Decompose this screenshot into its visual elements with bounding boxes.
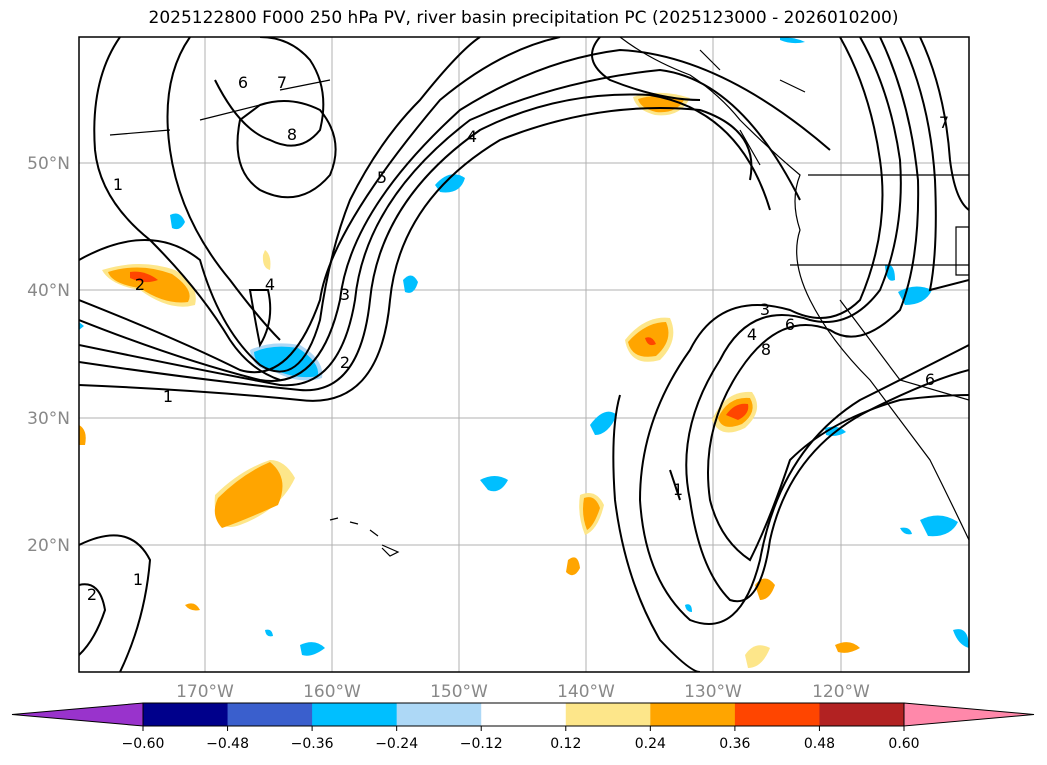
contour-label: 1 — [133, 570, 143, 589]
colorbar-tick-label: −0.12 — [460, 736, 503, 752]
contour-label: 2 — [87, 585, 97, 604]
contour-label: 2 — [135, 275, 145, 294]
contour-label: 5 — [377, 168, 387, 187]
contour-label: 6 — [925, 370, 935, 389]
colorbar-segment — [734, 703, 820, 726]
contour-label: 8 — [287, 125, 297, 144]
lon-label: 140°W — [557, 682, 615, 702]
contour-label: 1 — [113, 175, 123, 194]
coastlines — [109, 37, 969, 557]
colorbar-segment — [396, 703, 482, 726]
colorbar-segment — [143, 703, 229, 726]
lat-label: 30°N — [27, 409, 70, 429]
colorbar-ticks: −0.60 −0.48 −0.36 −0.24 −0.12 0.12 0.24 0.36 0.4… — [122, 726, 920, 752]
contour-label: 6 — [238, 73, 248, 92]
contour-label: 7 — [939, 113, 949, 132]
colorbar-segment — [565, 703, 651, 726]
lat-label: 40°N — [27, 281, 70, 301]
pv-contours — [79, 37, 969, 672]
contour-label: 6 — [785, 315, 795, 334]
contour-label: 8 — [761, 340, 771, 359]
colorbar-segment — [312, 703, 398, 726]
lon-label: 150°W — [430, 682, 488, 702]
contour-label: 3 — [760, 300, 770, 319]
graticule — [79, 37, 969, 672]
colorbar-tick-label: 0.24 — [635, 736, 666, 752]
map-background — [79, 37, 969, 672]
lat-label: 50°N — [27, 154, 70, 174]
colorbar-frame — [142, 702, 905, 727]
colorbar-tick-label: −0.36 — [291, 736, 334, 752]
colorbar-segment — [227, 703, 313, 726]
map-title: 2025122800 F000 250 hPa PV, river basin … — [148, 8, 899, 28]
contour-label: 4 — [265, 275, 275, 294]
contour-label: 7 — [277, 73, 287, 92]
colorbar — [11, 702, 1035, 727]
colorbar-extend-low — [11, 702, 144, 727]
colorbar-segment — [481, 703, 567, 726]
colorbar-tick-label: 0.60 — [888, 736, 919, 752]
lat-label: 20°N — [27, 536, 70, 556]
latitude-axis: 50°N 40°N 30°N 20°N — [27, 154, 70, 556]
colorbar-tick-label: 0.36 — [719, 736, 750, 752]
contour-label: 1 — [163, 387, 173, 406]
map-frame — [78, 36, 970, 673]
longitude-axis: 170°W 160°W 150°W 140°W 130°W 120°W — [176, 682, 870, 702]
contour-label: 4 — [467, 127, 477, 146]
colorbar-extend-high — [903, 702, 1035, 727]
colorbar-tick-label: −0.60 — [122, 736, 165, 752]
contour-label: 1 — [673, 480, 683, 499]
lon-label: 160°W — [303, 682, 361, 702]
colorbar-tick-label: −0.24 — [375, 736, 418, 752]
colorbar-tick-label: 0.12 — [550, 736, 581, 752]
colorbar-tick-label: 0.48 — [804, 736, 835, 752]
contour-label: 2 — [340, 353, 350, 372]
colorbar-segment — [819, 703, 905, 726]
colorbar-segment — [650, 703, 736, 726]
contour-label: 4 — [747, 325, 757, 344]
precipitation-shading — [79, 37, 969, 668]
contour-label: 3 — [340, 285, 350, 304]
lon-label: 130°W — [684, 682, 742, 702]
lon-label: 170°W — [176, 682, 234, 702]
lon-label: 120°W — [812, 682, 870, 702]
colorbar-tick-label: −0.48 — [206, 736, 249, 752]
